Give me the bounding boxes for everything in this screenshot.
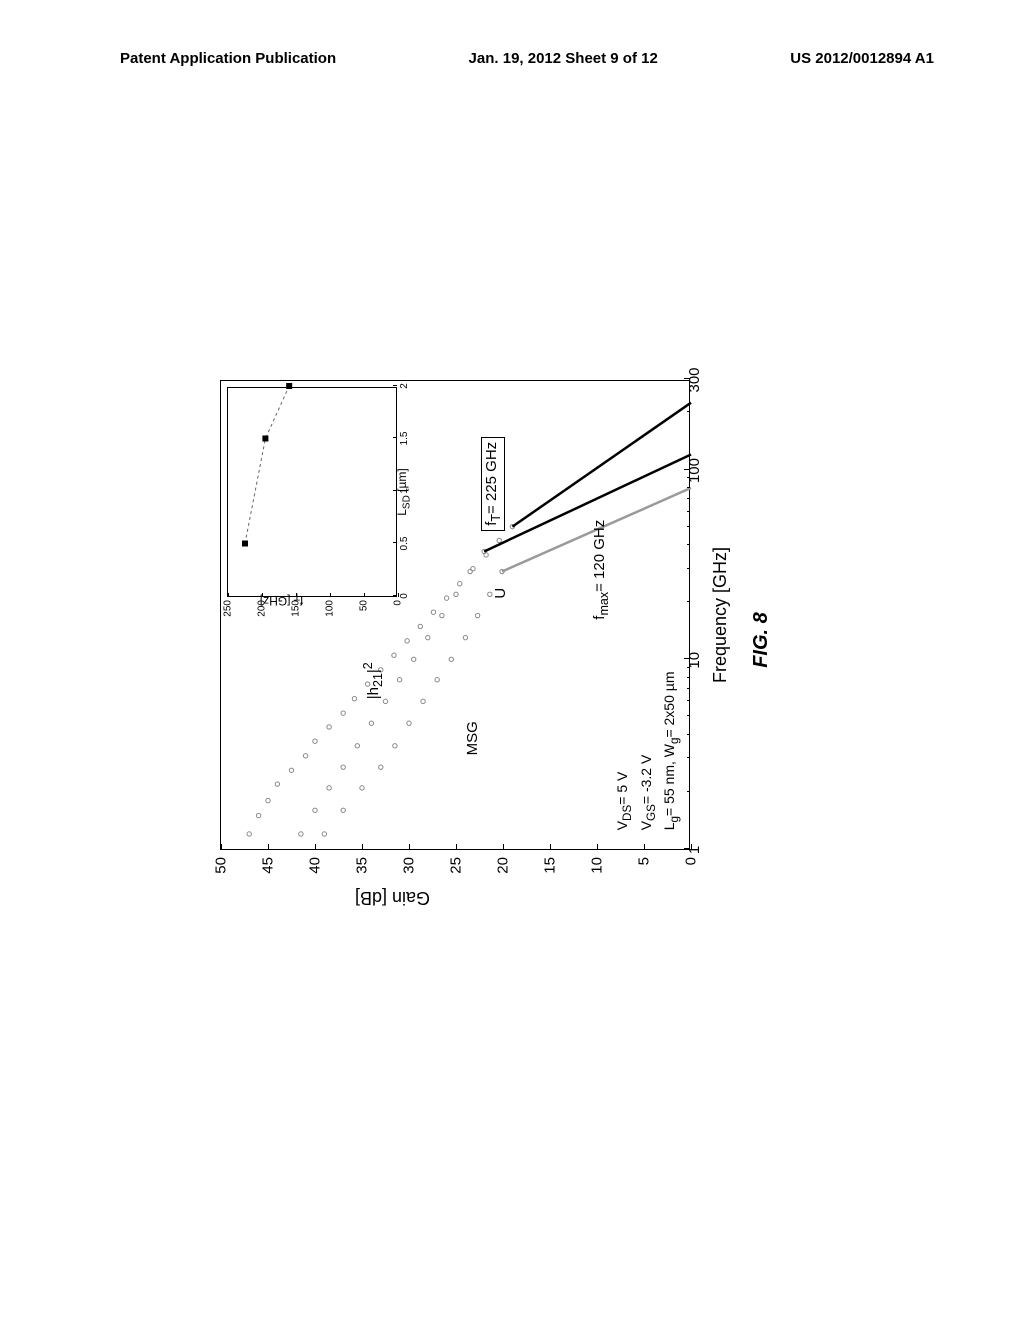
main-plot-frame: LSD [µm] fT [GHz] 00.511.520501001502002… (220, 380, 690, 850)
figure-caption: FIG. 8 (750, 370, 773, 910)
inset-plot-frame: LSD [µm] fT [GHz] 00.511.520501001502002… (227, 387, 397, 597)
annot-u: U (492, 588, 509, 599)
x-axis-title: Frequency [GHz] (710, 380, 731, 850)
annot-ft: fT= 225 GHz (481, 437, 505, 531)
figure-8: Gain [dB] LSD [µm] fT [GHz] 00.511.52050… (210, 370, 850, 910)
page-header: Patent Application Publication Jan. 19, … (0, 50, 1024, 67)
annot-vgs: VGS= -3.2 V (638, 755, 658, 831)
annot-msg: MSG (464, 721, 481, 755)
annot-vds: VDS= 5 V (614, 772, 634, 831)
header-center: Jan. 19, 2012 Sheet 9 of 12 (469, 50, 658, 67)
y-axis-title: Gain [dB] (355, 887, 430, 908)
header-left: Patent Application Publication (120, 50, 336, 67)
header-right: US 2012/0012894 A1 (790, 50, 934, 67)
annot-fmax: fmax= 120 GHz (591, 520, 611, 620)
annot-lg: Lg= 55 nm, Wg= 2x50 µm (661, 672, 681, 831)
inset-plot-svg (228, 386, 398, 596)
annot-h21: |h21|2 (361, 662, 385, 699)
